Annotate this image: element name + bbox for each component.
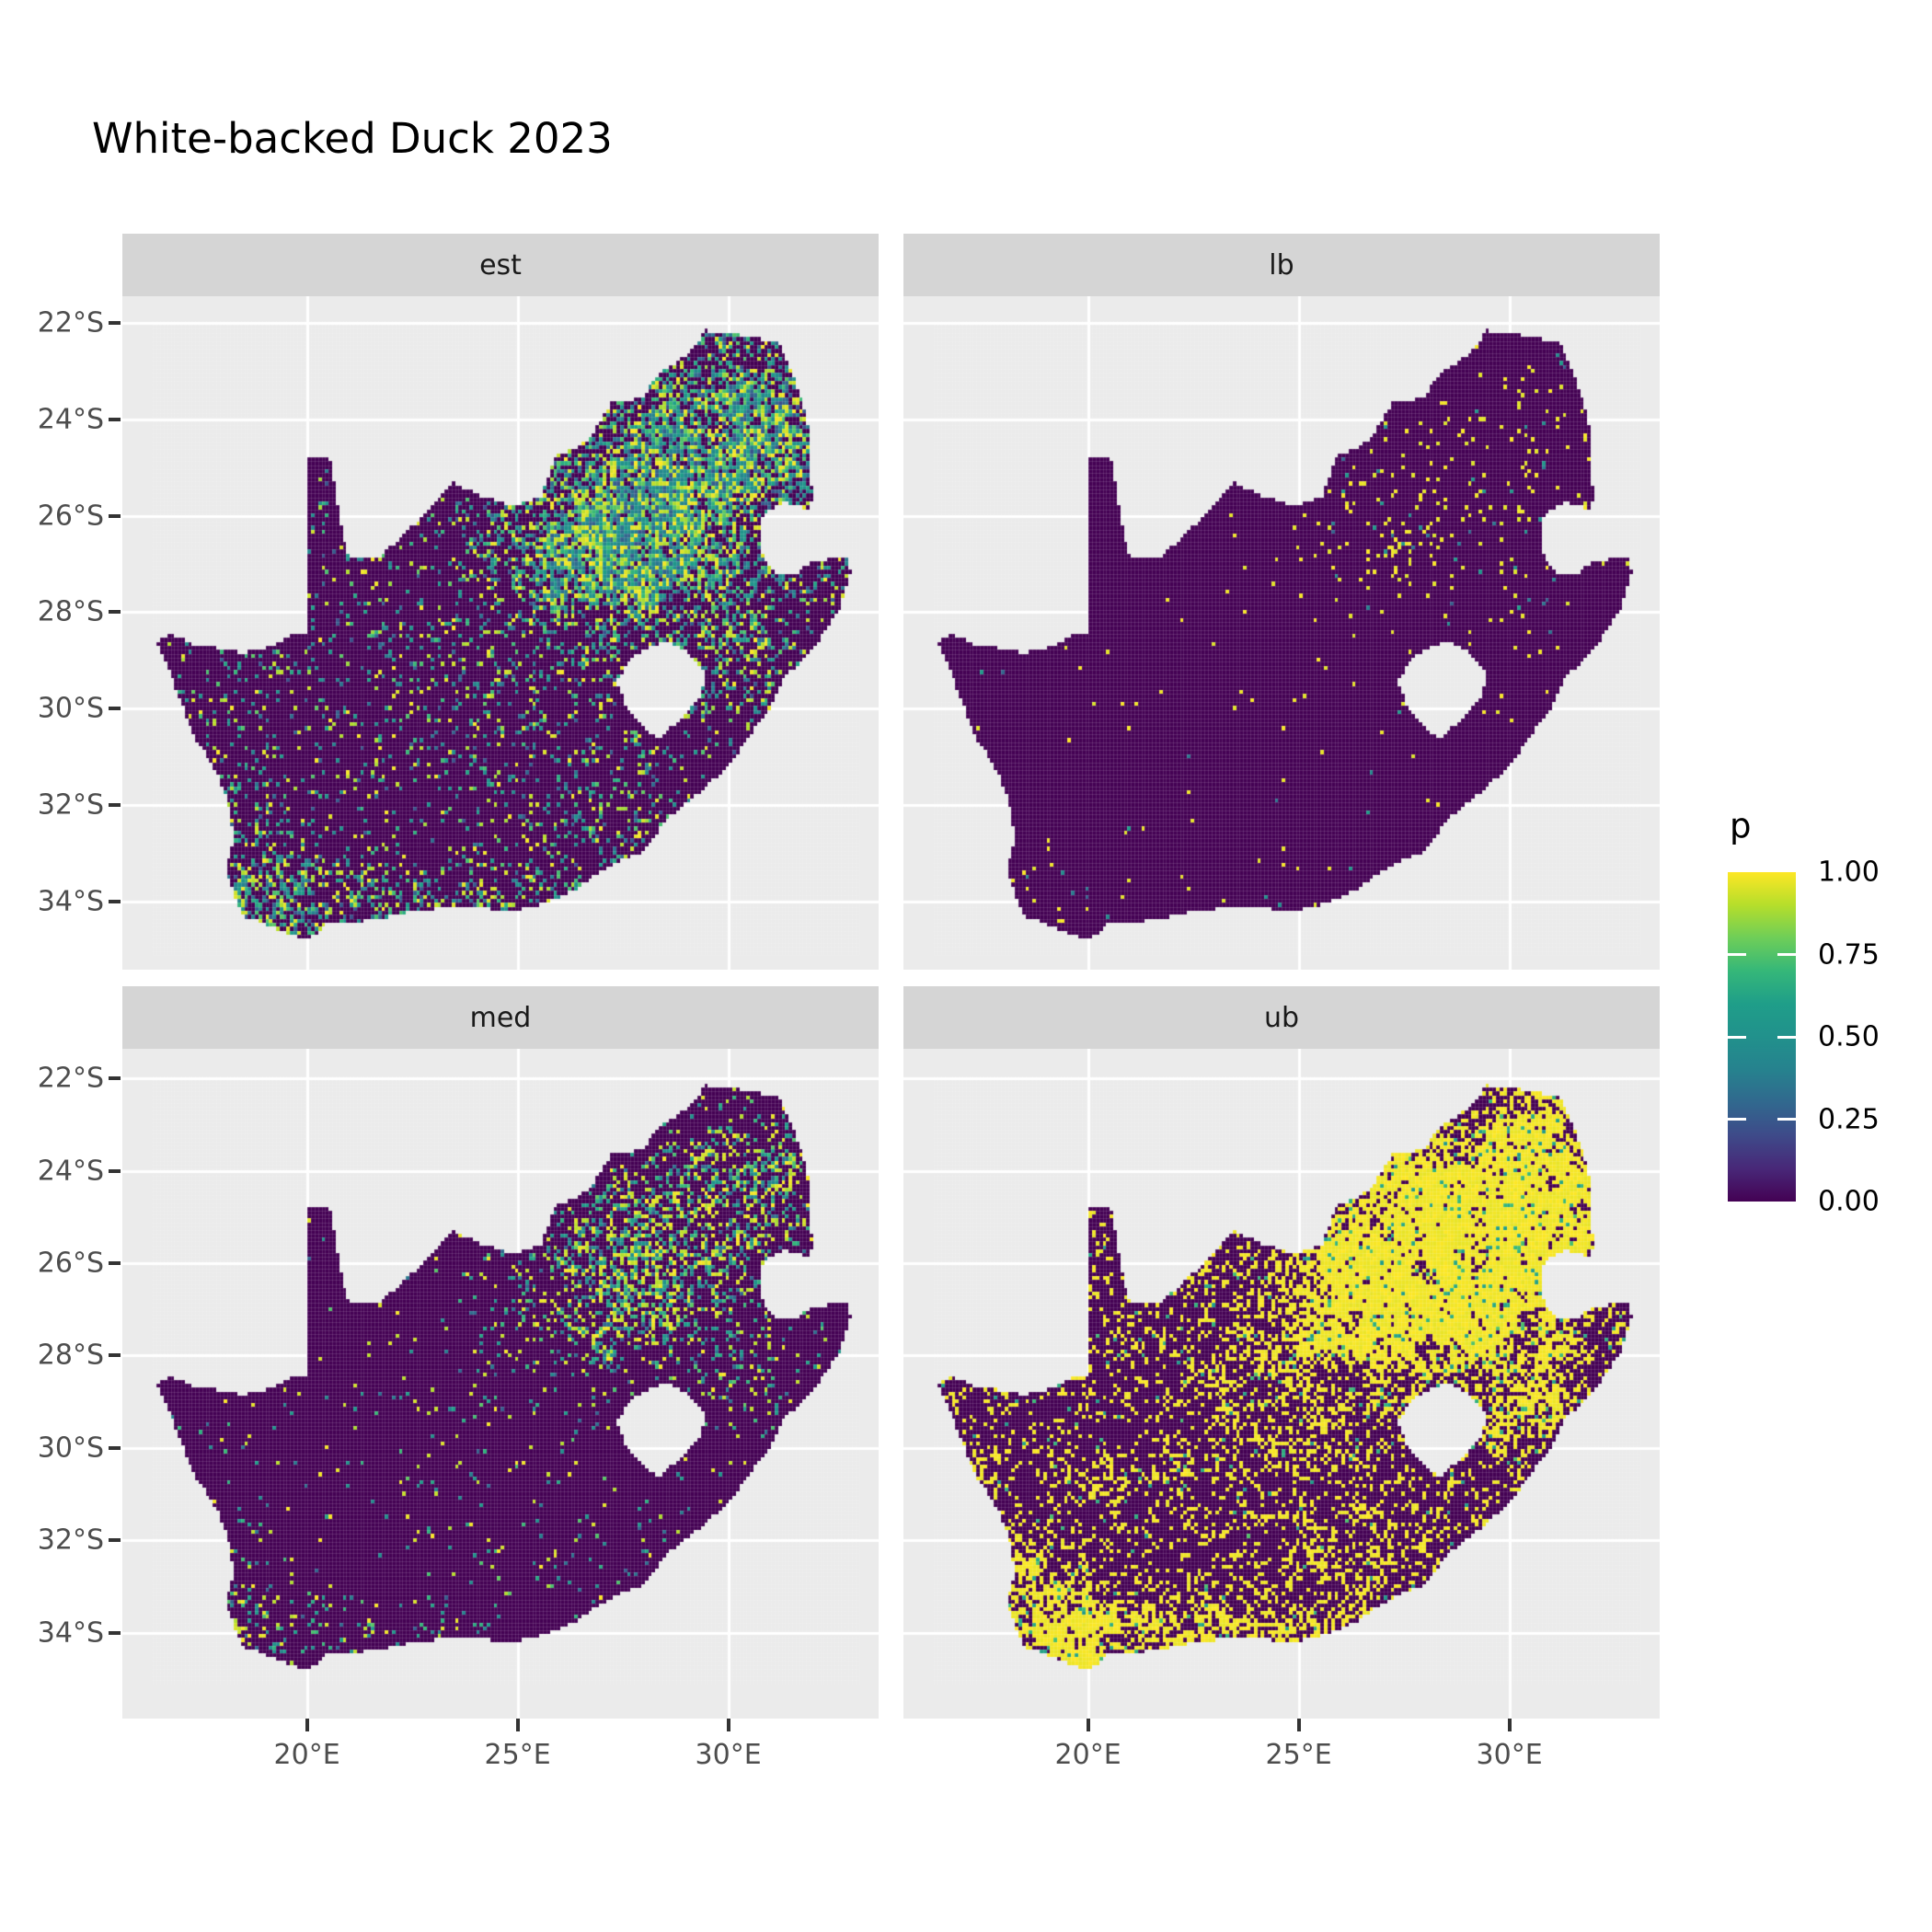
facet-strip-label: lb [1269,248,1294,282]
y-axis-tick [109,610,121,615]
map-panel-lb [903,296,1660,970]
legend-title: p [1730,806,1752,845]
x-axis-tick [726,1719,730,1731]
y-axis-tick [109,1168,121,1173]
y-axis-label: 22°S [37,306,104,339]
y-axis-tick [109,418,121,422]
facet-strip-med: med [122,986,879,1049]
legend-tick-label: 0.50 [1818,1020,1880,1053]
map-panel-ub [903,1049,1660,1719]
y-axis-label: 32°S [37,788,104,822]
y-axis-label: 30°S [37,1432,104,1465]
y-axis-tick [109,1630,121,1635]
y-axis-label: 24°S [37,403,104,436]
y-axis-label: 26°S [37,500,104,533]
legend-tick-mark [1728,1035,1746,1039]
y-axis-tick [109,513,121,518]
map-panel-med [122,1049,879,1719]
y-axis-label: 34°S [37,1616,104,1650]
y-axis-tick [109,1076,121,1081]
x-axis-label: 20°E [273,1739,340,1771]
y-axis-label: 32°S [37,1524,104,1557]
x-axis-label: 25°E [1265,1739,1332,1771]
facet-strip-label: est [479,248,522,282]
facet-strip-lb: lb [903,234,1660,296]
legend-tick-mark [1777,1118,1796,1121]
facet-strip-label: med [469,1001,532,1034]
facet-strip-ub: ub [903,986,1660,1049]
x-axis-tick [305,1719,309,1731]
y-axis-tick [109,1353,121,1358]
y-axis-label: 28°S [37,1339,104,1372]
legend-tick-label: 0.75 [1818,938,1880,971]
y-axis-tick [109,707,121,711]
map-panel-est [122,296,879,970]
x-axis-tick [1086,1719,1090,1731]
x-axis-label: 30°E [695,1739,762,1771]
y-axis-label: 24°S [37,1155,104,1188]
y-axis-tick [109,802,121,807]
legend-tick-mark [1728,953,1746,956]
x-axis-label: 20°E [1054,1739,1121,1771]
y-axis-label: 34°S [37,885,104,918]
y-axis-tick [109,899,121,903]
y-axis-tick [109,1538,121,1543]
x-axis-tick [1507,1719,1512,1731]
y-axis-label: 28°S [37,595,104,628]
y-axis-tick [109,1445,121,1450]
facet-strip-label: ub [1263,1001,1300,1034]
legend-tick-label: 0.25 [1818,1103,1880,1135]
legend-tick-mark [1777,953,1796,956]
legend-tick-mark [1777,1035,1796,1039]
y-axis-label: 26°S [37,1247,104,1280]
y-axis-tick [109,1260,121,1265]
y-axis-label: 30°S [37,692,104,725]
plot-title: White-backed Duck 2023 [92,114,613,163]
y-axis-tick [109,321,121,326]
x-axis-label: 25°E [484,1739,551,1771]
legend-tick-label: 1.00 [1818,856,1880,889]
y-axis-label: 22°S [37,1062,104,1095]
facet-strip-est: est [122,234,879,296]
x-axis-tick [515,1719,520,1731]
x-axis-tick [1296,1719,1301,1731]
legend-tick-mark [1728,1118,1746,1121]
x-axis-label: 30°E [1476,1739,1543,1771]
legend-tick-label: 0.00 [1818,1185,1880,1218]
